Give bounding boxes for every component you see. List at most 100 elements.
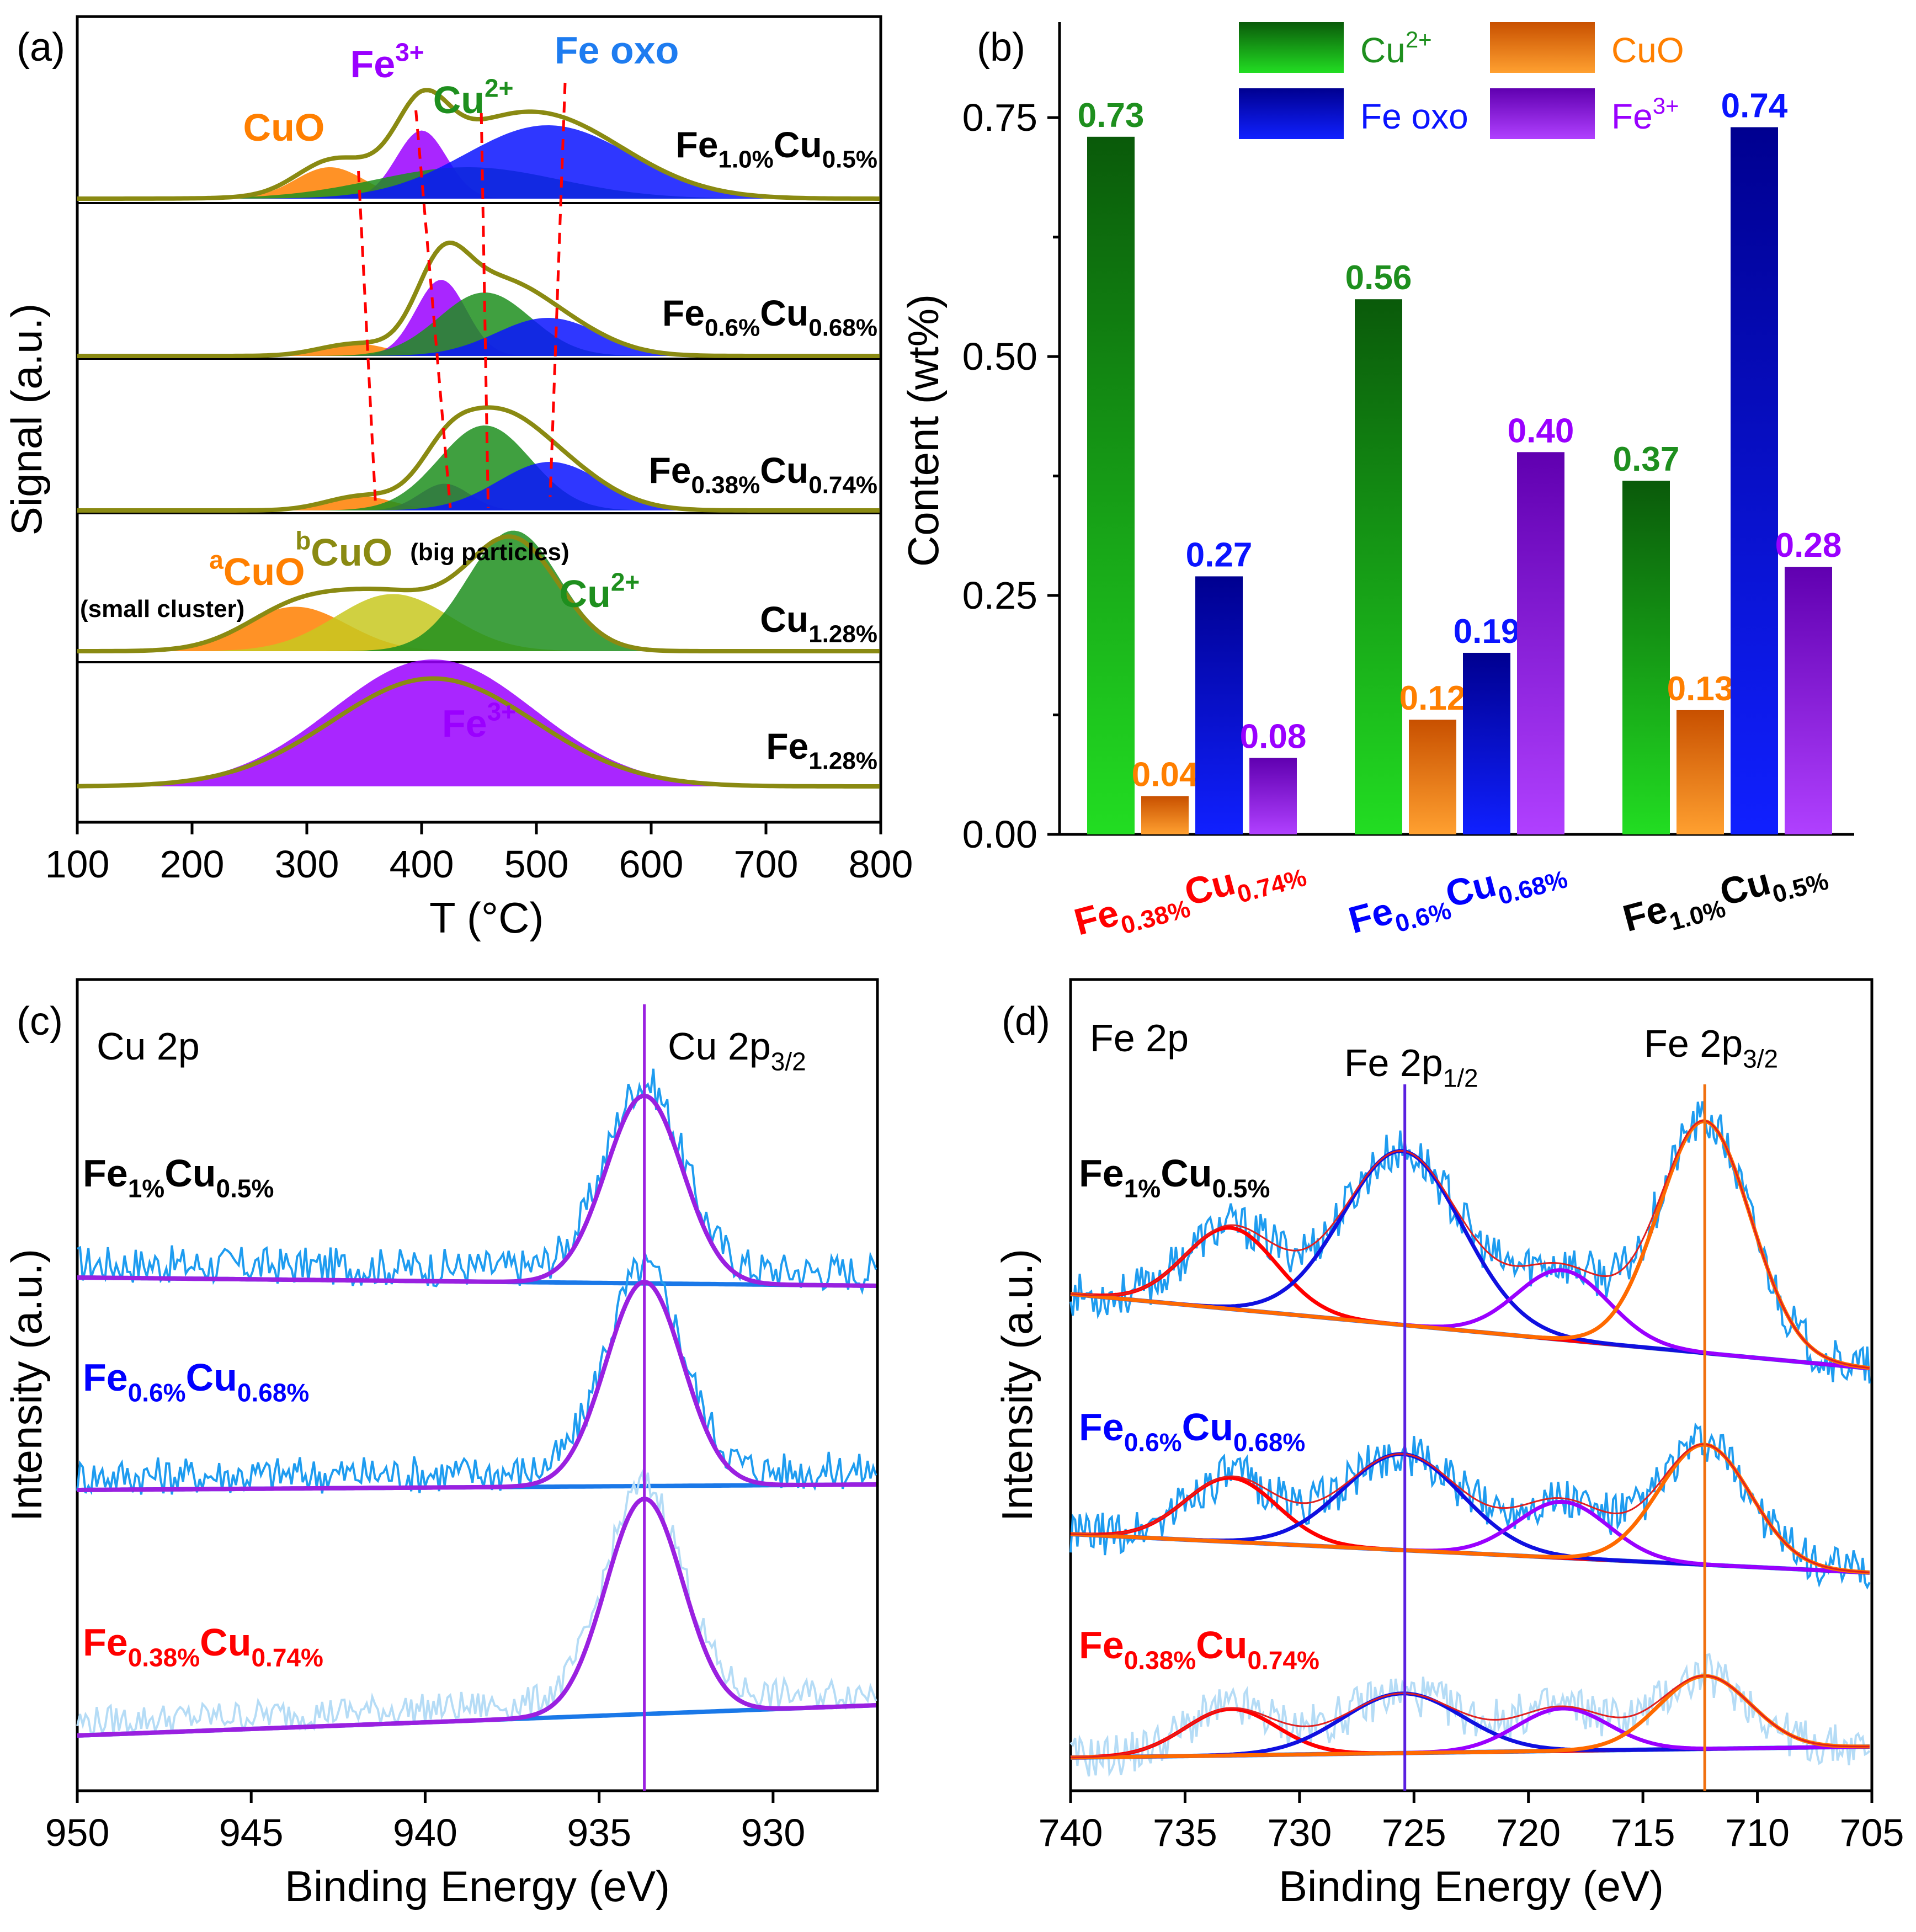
sample-label-1-sub: 0.6% [705, 314, 760, 341]
legend-swatch [1490, 88, 1595, 139]
category-label-1-base: Cu [1441, 862, 1500, 916]
bar-value-label: 0.37 [1613, 440, 1680, 478]
fit-envelope [1070, 1674, 1870, 1759]
fit-component [1070, 1268, 1870, 1371]
tpr-trace-2: Fe0.38%Cu0.74% [77, 405, 881, 513]
tpr-envelope [77, 534, 880, 653]
panel-a-xtick-label: 700 [734, 843, 799, 886]
tpr-trace-3: Cu1.28% [77, 530, 881, 653]
cu-sample-label-1-sub: 0.6% [128, 1379, 186, 1407]
panel-b-ytick-label: 0.75 [962, 96, 1037, 139]
category-label-2-sub: 0.5% [1769, 866, 1831, 908]
fit-curve [77, 1496, 876, 1738]
sample-label-2-base: Cu [760, 450, 808, 491]
sample-label-0-base: Cu [774, 124, 822, 165]
sample-label-0: Fe1.0%Cu0.5% [675, 124, 877, 173]
bar-value-label: 0.74 [1721, 87, 1788, 125]
legend-label: Fe oxo [1360, 97, 1468, 136]
panel-d-xtick-label: 725 [1382, 1811, 1446, 1854]
panel-d-xtick-label: 740 [1039, 1811, 1103, 1854]
annot-fe3-b-base: Fe [442, 702, 487, 745]
annot-cu2-base: Cu [433, 78, 485, 121]
panel-c-xlabel: Binding Energy (eV) [285, 1862, 670, 1910]
fe-sample-label-0-base: Fe [1079, 1152, 1124, 1195]
cu-sample-label-2: Fe0.38%Cu0.74% [83, 1621, 323, 1672]
panel-a-xtick-label: 200 [160, 843, 225, 886]
cu-xps-trace-2: Fe0.38%Cu0.74% [76, 1469, 877, 1738]
panel-d-xtick-label: 720 [1496, 1811, 1561, 1854]
panel-c-ref-label-base: Cu 2p [668, 1025, 771, 1068]
legend-label: Fe3+ [1611, 93, 1679, 136]
category-label-2: Fe1.0%Cu0.5% [1619, 846, 1832, 948]
cu-sample-label-1: Fe0.6%Cu0.68% [83, 1356, 309, 1407]
legend-label-base: Fe [1611, 97, 1653, 136]
legend-label-sup: 2+ [1406, 26, 1432, 52]
cu-sample-label-1-sub: 0.68% [237, 1379, 309, 1407]
panel-d-title: Fe 2p [1090, 1016, 1189, 1060]
tpr-peak-fill [77, 462, 881, 510]
tpr-envelope [77, 676, 880, 789]
panel-c-xtick-label: 950 [45, 1811, 110, 1854]
category-label-1-sub: 0.68% [1495, 865, 1570, 910]
tpr-envelope [77, 405, 880, 513]
sample-label-2-sub: 0.38% [691, 471, 760, 498]
panel-b-ytick-label: 0.25 [962, 574, 1037, 617]
fe-sample-label-1-sub: 0.6% [1124, 1428, 1182, 1457]
panel-d-xtick-label: 710 [1725, 1811, 1790, 1854]
bar-Fe3-2 [1785, 567, 1832, 834]
sample-label-2-sub: 0.74% [808, 471, 877, 498]
category-label-2-base: Cu [1716, 860, 1775, 914]
bar-Feoxo-2 [1731, 127, 1778, 834]
panel-c-title: Cu 2p [97, 1025, 200, 1068]
annot-bcuo-sup: b [295, 526, 311, 555]
sample-label-1-base: Cu [760, 292, 808, 333]
bar-value-label: 0.27 [1186, 536, 1253, 574]
legend-label-base: CuO [1611, 30, 1684, 70]
panel-a-ylabel: Signal (a.u.) [2, 304, 51, 536]
panel-b-ylabel: Content (wt%) [899, 294, 948, 567]
fe-sample-label-2-sub: 0.74% [1247, 1646, 1319, 1675]
panel-a-xlabel: T (°C) [429, 893, 544, 942]
legend-swatch [1239, 22, 1344, 73]
cu-sample-label-2-sub: 0.74% [251, 1643, 323, 1672]
annot-cuo-base: CuO [243, 106, 325, 149]
fe-reference-label-base: Fe 2p [1344, 1041, 1443, 1084]
annot-acuo-base: CuO [223, 550, 305, 593]
bar-value-label: 0.04 [1132, 756, 1199, 794]
bar-value-label: 0.19 [1454, 613, 1520, 651]
legend-swatch [1490, 22, 1595, 73]
bar-value-label: 0.56 [1345, 259, 1412, 297]
fe-sample-label-0-base: Cu [1161, 1152, 1212, 1195]
category-label-0: Fe0.38%Cu0.74% [1070, 842, 1310, 951]
category-label-2-base: Fe [1619, 888, 1672, 940]
bar-value-label: 0.13 [1667, 670, 1734, 708]
cu-sample-label-2-sub: 0.38% [128, 1643, 200, 1672]
fit-curve [77, 1279, 876, 1492]
panel-d-xlabel: Binding Energy (eV) [1279, 1862, 1664, 1910]
bar-Cu2-2 [1622, 481, 1670, 834]
category-label-1-base: Fe [1344, 890, 1397, 941]
bar-Fe3-1 [1517, 452, 1564, 834]
panel-c-letter: (c) [17, 999, 63, 1044]
category-label-0-sub: 0.74% [1234, 863, 1309, 908]
tpr-guide-dashed [414, 110, 452, 508]
raw-spectrum [76, 1249, 877, 1495]
sample-label-2-base: Fe [648, 450, 691, 491]
fe-sample-label-1-base: Cu [1182, 1406, 1233, 1449]
annot-fe3: Fe3+ [350, 38, 424, 86]
panel-b-letter: (b) [977, 25, 1025, 70]
cu-sample-label-0: Fe1%Cu0.5% [83, 1152, 274, 1203]
category-label-1-sub: 0.6% [1392, 896, 1454, 938]
annot-cuo: CuO [243, 106, 325, 149]
fe-sample-label-1-base: Fe [1079, 1406, 1124, 1449]
annot-cu2-b-base: Cu [560, 572, 611, 615]
tpr-peak-fill [77, 606, 881, 651]
tpr-envelope [77, 240, 880, 358]
panel-a-xtick-label: 500 [504, 843, 569, 886]
cu-xps-trace-0: Fe1%Cu0.5% [77, 1068, 877, 1295]
panel-a-xtick-label: 400 [390, 843, 454, 886]
annot-fe3-b: Fe3+ [442, 698, 516, 745]
fe-reference-label: Fe 2p1/2 [1344, 1041, 1478, 1093]
panel-a: 100 200 300 400 500 600 700 800 T (°C) Signal (a.… [2, 15, 913, 942]
